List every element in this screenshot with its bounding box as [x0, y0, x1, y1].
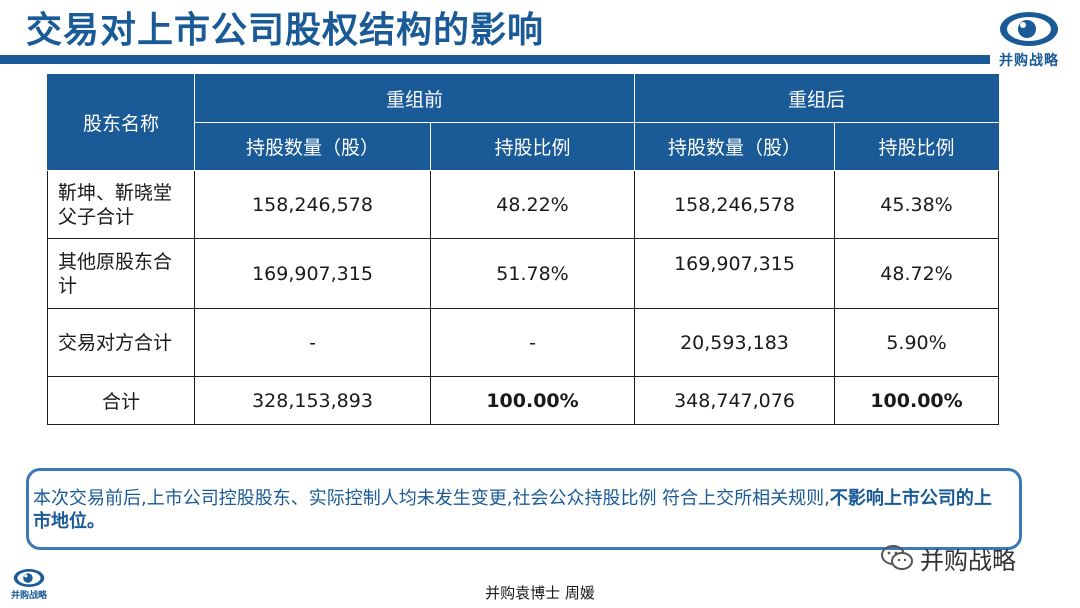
summary-note: 本次交易前后,上市公司控股股东、实际控制人均未发生变更,社会公众持股比例 符合上… [26, 468, 1022, 550]
summary-note-text: 本次交易前后,上市公司控股股东、实际控制人均未发生变更,社会公众持股比例 符合上… [33, 488, 830, 509]
row-before-shares: 328,153,893 [194, 376, 431, 425]
table-row: 交易对方合计 - - 20,593,183 5.90% [47, 308, 999, 377]
row-after-shares: 348,747,076 [634, 376, 835, 425]
row-after-ratio: 45.38% [834, 170, 999, 239]
row-name: 交易对方合计 [47, 308, 195, 377]
row-name: 其他原股东合计 [47, 238, 195, 309]
header-before-shares: 持股数量（股） [194, 122, 431, 171]
row-after-ratio: 48.72% [834, 238, 999, 309]
table-row: 靳坤、靳晓堂父子合计 158,246,578 48.22% 158,246,57… [47, 170, 999, 239]
row-after-shares: 169,907,315 [634, 238, 835, 309]
header-shareholder-name: 股东名称 [47, 74, 195, 171]
wechat-icon [881, 545, 913, 570]
footer-author: 并购袁博士 周媛 [485, 584, 595, 602]
row-after-shares: 158,246,578 [634, 170, 835, 239]
row-after-shares: 20,593,183 [634, 308, 835, 377]
wechat-watermark: 并购战略 [880, 538, 1016, 578]
page-title: 交易对上市公司股权结构的影响 [26, 10, 545, 51]
header-before: 重组前 [194, 74, 635, 123]
table-row: 其他原股东合计 169,907,315 51.78% 169,907,315 4… [47, 238, 999, 309]
row-name: 靳坤、靳晓堂父子合计 [47, 170, 195, 239]
shareholding-table: 股东名称 重组前 重组后 持股数量（股） 持股比例 持股数量（股） 持股比例 靳… [47, 74, 999, 425]
eye-icon [1000, 12, 1058, 46]
brand-logo: 并购战略 [988, 10, 1070, 80]
row-before-ratio: 51.78% [430, 238, 635, 309]
eye-icon [13, 569, 45, 587]
footer-logo-text: 并购战略 [10, 591, 47, 601]
brand-logo-text: 并购战略 [999, 53, 1059, 69]
header-after: 重组后 [634, 74, 999, 123]
row-before-shares: 169,907,315 [194, 238, 431, 309]
row-before-ratio: 48.22% [430, 170, 635, 239]
row-before-ratio: - [430, 308, 635, 377]
row-after-ratio: 5.90% [834, 308, 999, 377]
wechat-account-name: 并购战略 [920, 546, 1016, 575]
header-after-ratio: 持股比例 [834, 122, 999, 171]
footer-logo: 并购战略 [6, 568, 52, 604]
row-before-ratio: 100.00% [430, 376, 635, 425]
title-underline-bar [0, 55, 990, 64]
row-name: 合计 [47, 376, 195, 425]
summary-note-emphasis: 不影响上市公司的上市地位。 [33, 488, 992, 532]
row-before-shares: 158,246,578 [194, 170, 431, 239]
header-after-shares: 持股数量（股） [634, 122, 835, 171]
table-row-total: 合计 328,153,893 100.00% 348,747,076 100.0… [47, 376, 999, 425]
header-before-ratio: 持股比例 [430, 122, 635, 171]
row-before-shares: - [194, 308, 431, 377]
row-after-ratio: 100.00% [834, 376, 999, 425]
